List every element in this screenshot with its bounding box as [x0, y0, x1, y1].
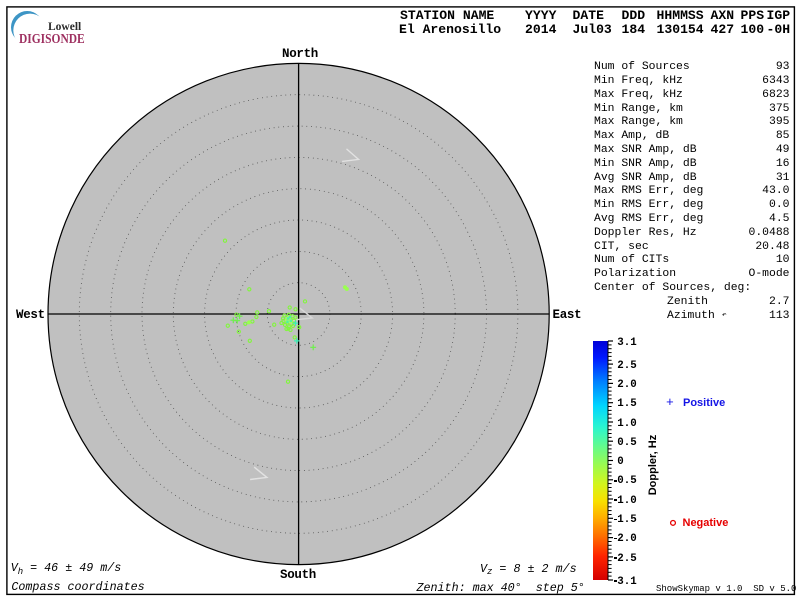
svg-text:Doppler, Hz: Doppler, Hz [647, 434, 659, 495]
